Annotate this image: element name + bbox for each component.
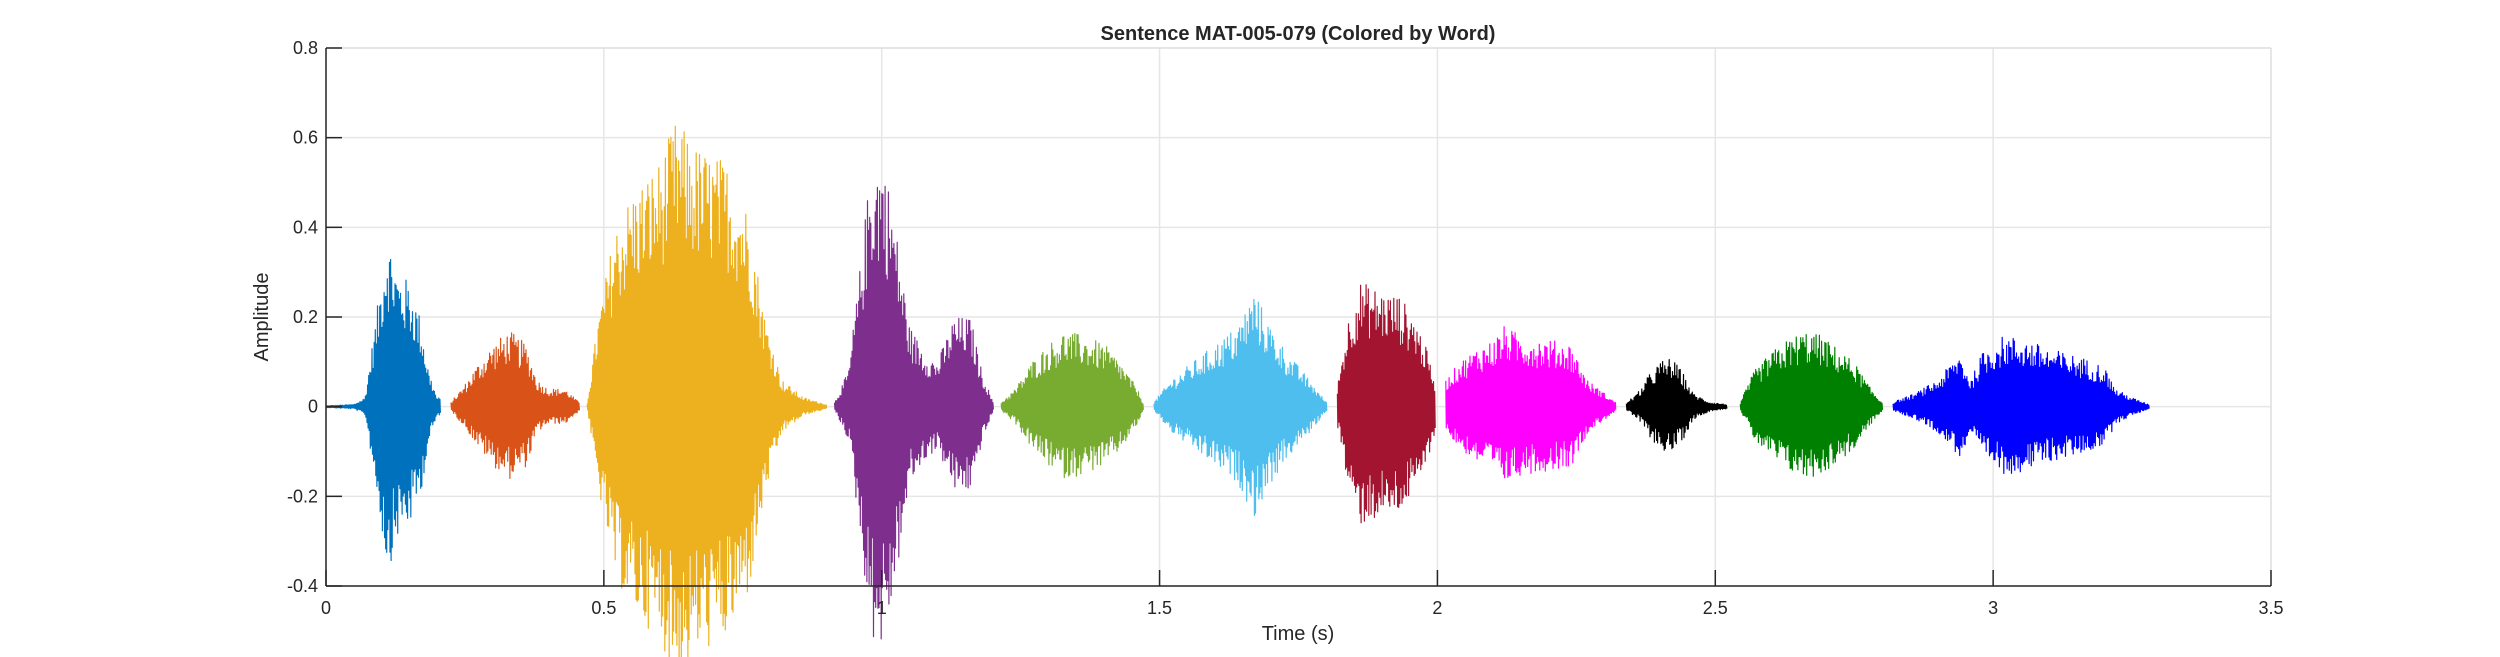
series-layer bbox=[325, 125, 2150, 657]
x-tick-label: 0 bbox=[321, 598, 331, 618]
word-waveform-10 bbox=[1739, 334, 1884, 477]
x-tick-label: 2 bbox=[1432, 598, 1442, 618]
y-tick-label: -0.4 bbox=[287, 576, 318, 596]
y-tick-label: -0.2 bbox=[287, 486, 318, 506]
x-tick-label: 3 bbox=[1988, 598, 1998, 618]
x-axis-label: Time (s) bbox=[1262, 623, 1335, 645]
x-tick-label: 0.5 bbox=[591, 598, 616, 618]
y-axis-label: Amplitude bbox=[251, 273, 273, 362]
word-waveform-5 bbox=[1000, 333, 1144, 479]
x-tick-label: 3.5 bbox=[2258, 598, 2283, 618]
word-waveform-6 bbox=[1153, 298, 1328, 516]
x-tick-label: 1.5 bbox=[1147, 598, 1172, 618]
y-tick-label: 0.4 bbox=[293, 217, 318, 237]
y-tick-label: 0.6 bbox=[293, 128, 318, 148]
ticks: 0 0.5 1 1.5 2 2.5 3 3.5 -0.4 -0.2 0 0.2 0.4 0.6 0.8 bbox=[287, 38, 2284, 618]
word-waveform-3 bbox=[586, 125, 828, 657]
word-waveform-7 bbox=[1336, 284, 1436, 524]
word-waveform-11 bbox=[1892, 336, 2150, 474]
word-waveform-8 bbox=[1445, 326, 1617, 479]
chart-title: Sentence MAT-005-079 (Colored by Word) bbox=[1101, 23, 1496, 45]
word-waveform-1 bbox=[325, 258, 441, 562]
y-tick-label: 0.8 bbox=[293, 38, 318, 58]
y-tick-label: 0 bbox=[308, 397, 318, 417]
word-waveform-9 bbox=[1625, 359, 1728, 451]
word-waveform-4 bbox=[833, 185, 994, 640]
x-tick-label: 1 bbox=[877, 598, 887, 618]
word-waveform-2 bbox=[450, 332, 580, 479]
y-tick-label: 0.2 bbox=[293, 307, 318, 327]
x-tick-label: 2.5 bbox=[1703, 598, 1728, 618]
